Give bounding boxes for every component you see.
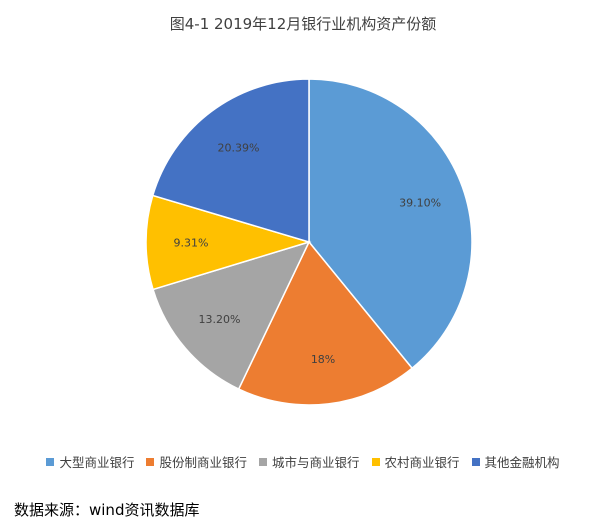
legend-label-2: 城市与商业银行: [271, 455, 360, 470]
pie-slice-2: [152, 240, 311, 391]
legend-swatch-1: [146, 457, 155, 466]
legend-label-0: 大型商业银行: [59, 455, 135, 470]
legend-swatch-3: [371, 457, 380, 466]
pie-slice-1: [237, 240, 414, 406]
data-label-0: 39.10%: [399, 196, 441, 209]
legend-item-3: 农村商业银行: [371, 452, 460, 471]
legend-item-4: 其他金融机构: [471, 452, 560, 471]
legend-label-1: 股份制商业银行: [159, 455, 247, 470]
data-label-2: 13.20%: [199, 313, 241, 326]
data-label-4: 20.39%: [218, 141, 260, 154]
legend-swatch-0: [46, 457, 55, 466]
legend-label-3: 农村商业银行: [384, 455, 460, 470]
pie-slice-0: [308, 78, 473, 370]
legend-swatch-2: [258, 457, 267, 466]
legend-item-2: 城市与商业银行: [258, 452, 360, 471]
legend: 大型商业银行 股份制商业银行 城市与商业银行 农村商业银行 其他金融机构: [0, 452, 606, 471]
legend-item-0: 大型商业银行: [46, 452, 134, 471]
chart-title: 图4-1 2019年12月银行业机构资产份额: [169, 15, 437, 33]
pie-slice-3: [145, 194, 312, 291]
pie-chart: 39.10% 18% 13.20% 9.31% 20.39%: [145, 78, 473, 406]
data-label-1: 18%: [311, 353, 335, 366]
data-label-3: 9.31%: [174, 236, 209, 249]
legend-label-4: 其他金融机构: [484, 455, 560, 470]
source-note: 数据来源：wind资讯数据库: [14, 501, 200, 519]
legend-swatch-4: [471, 457, 480, 466]
pie-slice-4: [151, 78, 310, 244]
legend-item-1: 股份制商业银行: [146, 452, 247, 471]
